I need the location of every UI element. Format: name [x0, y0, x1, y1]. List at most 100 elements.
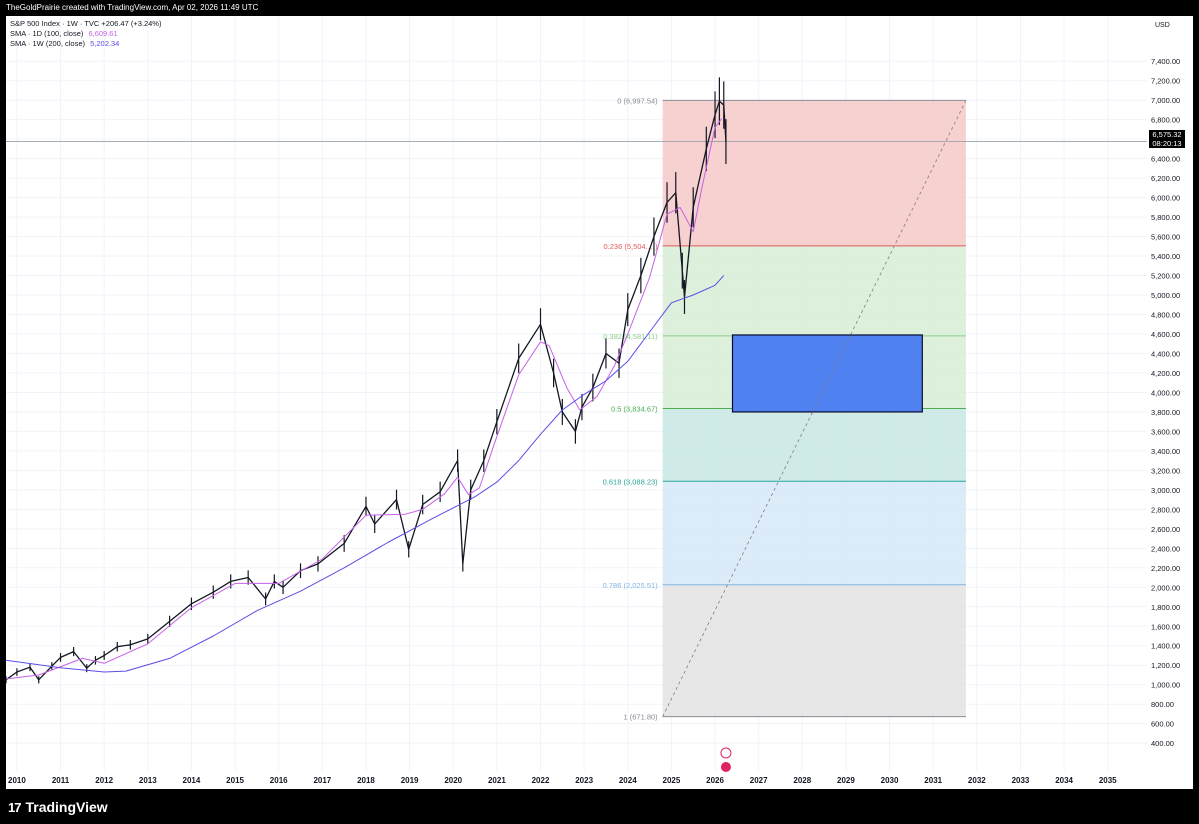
- y-tick-label: 3,600.00: [1151, 427, 1180, 436]
- y-tick-label: 7,400.00: [1151, 57, 1180, 66]
- y-tick-label: 3,000.00: [1151, 486, 1180, 495]
- x-tick-label: 2026: [706, 776, 724, 785]
- y-tick-label: 2,800.00: [1151, 505, 1180, 514]
- y-tick-label: 1,800.00: [1151, 603, 1180, 612]
- earnings-event-icon: [720, 747, 732, 759]
- x-tick-label: 2018: [357, 776, 375, 785]
- y-tick-label: 3,800.00: [1151, 408, 1180, 417]
- y-tick-label: 3,200.00: [1151, 466, 1180, 475]
- legend-sma100[interactable]: SMA · 1D (100, close) 6,609.61: [10, 29, 161, 39]
- price-axis-svg: 400.00 600.00 800.00 1,000.00 1,200.00 1,400.…: [1151, 57, 1180, 748]
- bottom-bar: 17 TradingView: [0, 789, 1199, 824]
- chart-svg[interactable]: 0 (6,997.54) 0.236 (5,504.…) 0.382 (4,581.…: [6, 16, 1147, 789]
- y-tick-label: 6,800.00: [1151, 116, 1180, 125]
- legend-sma200-label: SMA · 1W (200, close): [10, 39, 86, 48]
- fib-zone-0.236: [662, 245, 966, 336]
- fib-zone-0.5: [662, 408, 966, 482]
- x-tick-label: 2022: [532, 776, 550, 785]
- x-tick-label: 2030: [881, 776, 899, 785]
- y-tick-label: 2,400.00: [1151, 544, 1180, 553]
- fib-level-label-0.618: 0.618 (3,088.23): [603, 477, 659, 486]
- bar-countdown: 08:20:13: [1152, 139, 1182, 148]
- x-tick-label: 2029: [837, 776, 855, 785]
- x-tick-label: 2023: [575, 776, 593, 785]
- y-tick-label: 6,400.00: [1151, 155, 1180, 164]
- y-tick-label: 1,600.00: [1151, 622, 1180, 631]
- current-price-value: 6,575.32: [1152, 130, 1182, 139]
- fib-level-label-0: 0 (6,997.54): [617, 96, 658, 105]
- fib-level-label-0.236: 0.236 (5,504.…): [603, 242, 658, 251]
- series-line-1: [6, 118, 722, 680]
- y-tick-label: 600.00: [1151, 720, 1174, 729]
- fib-zone-0: [662, 100, 966, 246]
- y-tick-label: 5,800.00: [1151, 213, 1180, 222]
- fib-level-label-0.382: 0.382 (4,581.11): [603, 332, 658, 341]
- y-tick-label: 1,400.00: [1151, 642, 1180, 651]
- y-tick-label: 2,000.00: [1151, 583, 1180, 592]
- currency-label: USD: [1155, 22, 1170, 29]
- y-tick-label: 3,400.00: [1151, 447, 1180, 456]
- x-tick-label: 2033: [1012, 776, 1030, 785]
- y-tick-label: 4,000.00: [1151, 388, 1180, 397]
- x-tick-label: 2032: [968, 776, 986, 785]
- y-tick-label: 4,200.00: [1151, 369, 1180, 378]
- top-bar: TheGoldPrairie created with TradingView.…: [0, 0, 1199, 16]
- y-tick-label: 1,000.00: [1151, 681, 1180, 690]
- fib-level-label-0.786: 0.786 (2,025.51): [603, 581, 659, 590]
- brand-name: TradingView: [25, 799, 108, 815]
- y-tick-label: 4,800.00: [1151, 311, 1180, 320]
- y-tick-label: 7,200.00: [1151, 77, 1180, 86]
- x-tick-label: 2034: [1055, 776, 1073, 785]
- legend-sma200-value: 5,202.34: [90, 39, 120, 48]
- x-tick-label: 2013: [139, 776, 157, 785]
- x-tick-label: 2019: [401, 776, 419, 785]
- x-tick-label: 2027: [750, 776, 768, 785]
- trend-line: [662, 100, 967, 717]
- current-price-badge: 6,575.32 08:20:13: [1149, 130, 1185, 148]
- y-tick-label: 6,200.00: [1151, 174, 1180, 183]
- legend-sma100-label: SMA · 1D (100, close): [10, 29, 84, 38]
- y-tick-label: 2,200.00: [1151, 564, 1180, 573]
- x-tick-label: 2021: [488, 776, 506, 785]
- x-tick-label: 2016: [270, 776, 288, 785]
- x-tick-label: 2012: [95, 776, 113, 785]
- y-tick-label: 5,000.00: [1151, 291, 1180, 300]
- tradingview-logo-icon: 17: [8, 799, 22, 815]
- fib-zone-0.618: [662, 481, 966, 585]
- economic-event-icon: [720, 762, 731, 772]
- legend-sma100-value: 6,609.61: [88, 29, 118, 38]
- x-tick-label: 2028: [793, 776, 811, 785]
- x-tick-label: 2017: [313, 776, 331, 785]
- legend-symbol-line[interactable]: S&P 500 Index · 1W · TVC +206.47 (+3.24%…: [10, 19, 162, 28]
- y-tick-label: 400.00: [1151, 739, 1174, 748]
- x-tick-label: 2015: [226, 776, 244, 785]
- y-tick-label: 7,000.00: [1151, 96, 1180, 105]
- y-tick-label: 800.00: [1151, 700, 1174, 709]
- y-tick-label: 1,200.00: [1151, 661, 1180, 670]
- fib-level-label-1: 1 (671.80): [623, 713, 658, 722]
- x-tick-label: 2010: [8, 776, 26, 785]
- target-zone-box: [731, 334, 923, 413]
- x-tick-label: 2020: [444, 776, 462, 785]
- x-tick-label: 2011: [52, 776, 70, 785]
- x-tick-label: 2014: [183, 776, 201, 785]
- y-tick-label: 5,200.00: [1151, 272, 1180, 281]
- x-tick-label: 2035: [1099, 776, 1117, 785]
- y-tick-label: 4,400.00: [1151, 349, 1180, 358]
- y-tick-label: 5,400.00: [1151, 252, 1180, 261]
- series-line-2: [6, 275, 725, 673]
- tradingview-brand[interactable]: 17 TradingView: [8, 799, 108, 815]
- fib-level-label-0.5: 0.5 (3,834.67): [611, 405, 658, 414]
- chart-panel[interactable]: 0 (6,997.54) 0.236 (5,504.…) 0.382 (4,581.…: [6, 16, 1147, 789]
- y-tick-label: 6,000.00: [1151, 194, 1180, 203]
- chart-legend: S&P 500 Index · 1W · TVC +206.47 (+3.24%…: [10, 19, 161, 49]
- legend-sma200[interactable]: SMA · 1W (200, close) 5,202.34: [10, 39, 161, 49]
- y-tick-label: 4,600.00: [1151, 330, 1180, 339]
- x-tick-label: 2024: [619, 776, 637, 785]
- x-tick-label: 2025: [663, 776, 681, 785]
- attribution-text: TheGoldPrairie created with TradingView.…: [6, 3, 259, 12]
- y-tick-label: 2,600.00: [1151, 525, 1180, 534]
- y-tick-label: 5,600.00: [1151, 233, 1180, 242]
- x-tick-label: 2031: [924, 776, 942, 785]
- fib-zone-0.786: [662, 584, 966, 717]
